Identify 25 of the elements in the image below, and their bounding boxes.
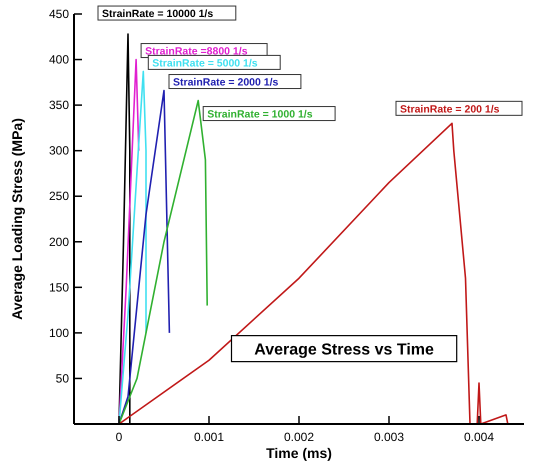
series-label: StrainRate = 1000 1/s (207, 108, 313, 121)
x-tick-label: 0 (116, 430, 123, 444)
text: Average Stress vs Time (254, 342, 434, 359)
series-label: StrainRate = 2000 1/s (173, 76, 279, 89)
y-tick-label: 300 (48, 144, 70, 158)
series-label: StrainRate = 200 1/s (400, 103, 500, 116)
x-tick-label: 0.003 (374, 430, 404, 444)
y-tick-label: 150 (48, 280, 70, 294)
x-tick-label: 0.002 (284, 430, 314, 444)
y-axis-title: Average Loading Stress (MPa) (9, 118, 25, 320)
series-label: StrainRate = 5000 1/s (152, 57, 258, 70)
series-label: StrainRate =8800 1/s (145, 46, 248, 58)
x-tick-label: 0.004 (464, 430, 494, 444)
line-series (118, 122, 509, 425)
y-tick-label: 400 (48, 52, 70, 67)
y-tick-label: 100 (48, 326, 70, 340)
y-tick-label: 250 (48, 189, 70, 204)
y-tick-label: 450 (48, 7, 70, 21)
line-series (118, 100, 208, 425)
x-tick-label: 0.001 (194, 430, 224, 444)
y-tick-label: 200 (48, 234, 70, 249)
y-tick-label: 350 (48, 98, 70, 112)
text: StrainRate = 10000 1/s (102, 8, 214, 20)
x-axis-title: Time (ms) (266, 445, 332, 461)
y-tick-label: 50 (56, 371, 70, 386)
